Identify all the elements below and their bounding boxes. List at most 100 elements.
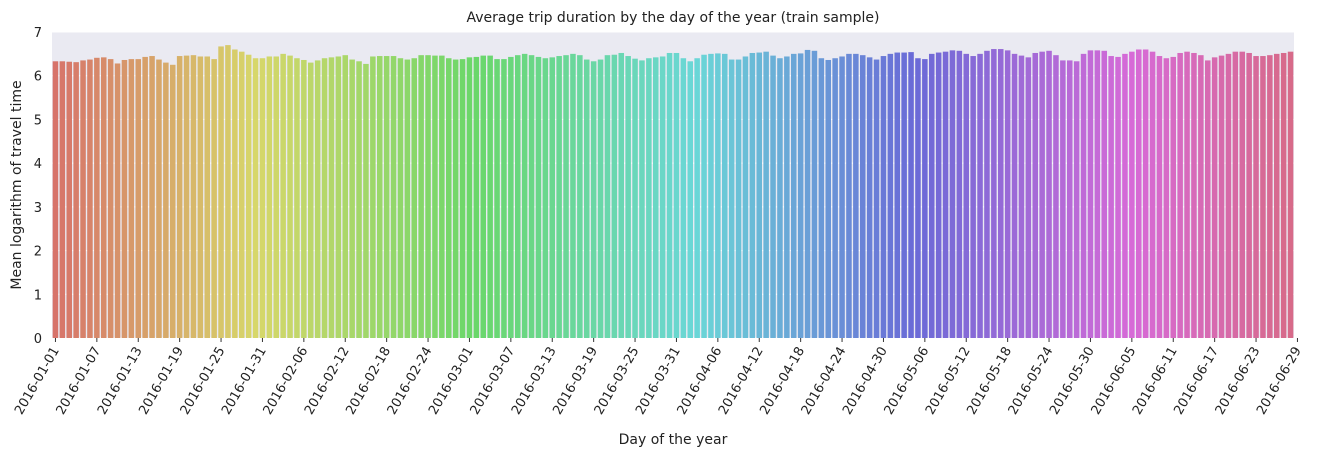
bar: [715, 53, 721, 339]
bar: [1225, 53, 1232, 339]
bar: [211, 59, 217, 338]
bar: [356, 61, 362, 338]
bar: [66, 61, 73, 338]
y-tick-label: 1: [34, 288, 42, 303]
bar: [839, 56, 845, 338]
x-axis-label: Day of the year: [619, 432, 728, 448]
bar: [163, 62, 169, 338]
bar: [604, 55, 611, 339]
bar: [673, 52, 680, 338]
bar: [425, 55, 431, 339]
bar: [784, 56, 790, 338]
bar: [1032, 52, 1039, 338]
bar: [1094, 50, 1101, 339]
bar: [742, 56, 749, 338]
bar: [197, 56, 204, 338]
bar: [404, 59, 411, 338]
bar: [804, 49, 811, 339]
bar: [922, 59, 928, 338]
bar: [763, 51, 769, 339]
bar: [466, 57, 473, 338]
bar: [1280, 52, 1287, 338]
bar: [597, 59, 604, 338]
bar: [411, 58, 418, 338]
bar: [494, 59, 500, 338]
bar: [1198, 55, 1204, 339]
bar: [266, 56, 273, 338]
bar: [121, 59, 128, 338]
bar: [1232, 51, 1239, 339]
bar: [1191, 52, 1197, 338]
bar: [480, 55, 487, 339]
x-tick-label: 2016-06-29: [1254, 345, 1305, 418]
bar: [1218, 55, 1225, 339]
bar: [777, 58, 783, 338]
bar: [259, 58, 266, 338]
bar: [335, 56, 342, 338]
bar: [59, 61, 66, 338]
bar: [687, 61, 694, 338]
y-axis-label: Mean logarithm of travel time: [9, 80, 25, 289]
bar: [735, 59, 742, 338]
bar: [1060, 60, 1066, 338]
bar: [508, 56, 514, 339]
bar: [1053, 55, 1059, 339]
bar: [887, 53, 894, 339]
bar: [866, 57, 873, 338]
bar: [301, 59, 307, 338]
bar: [287, 55, 293, 339]
bar: [370, 56, 376, 338]
bar: [1287, 51, 1294, 339]
bar: [832, 58, 838, 338]
bar: [156, 59, 162, 338]
bar: [176, 56, 183, 338]
bar: [225, 45, 231, 339]
bar: [908, 52, 914, 339]
bar: [142, 56, 148, 339]
bar: [1246, 52, 1252, 338]
bar: [1004, 50, 1011, 339]
bar: [853, 53, 859, 339]
bar: [342, 55, 349, 339]
bar: [307, 62, 314, 338]
bar: [528, 55, 535, 339]
bar: [963, 53, 970, 339]
bar: [252, 58, 259, 338]
bar: [321, 58, 328, 338]
bar: [1018, 55, 1025, 339]
bar: [383, 56, 390, 338]
bar: [1025, 57, 1032, 338]
bar: [1239, 51, 1246, 339]
bar: [859, 55, 866, 339]
bar: [80, 60, 86, 338]
bar: [1108, 56, 1114, 338]
bar: [314, 60, 321, 338]
bar: [770, 55, 776, 339]
bar: [218, 46, 224, 339]
bar: [1253, 56, 1259, 338]
bar: [535, 56, 542, 339]
bar: [956, 50, 963, 339]
bar: [701, 54, 707, 338]
bar: [1122, 53, 1128, 339]
bar: [1211, 57, 1218, 338]
bar: [811, 50, 818, 339]
bar: [439, 55, 445, 339]
bar: [666, 52, 673, 338]
bar: [73, 62, 79, 338]
bar: [1046, 50, 1052, 339]
bar: [1184, 51, 1190, 339]
bar: [570, 53, 576, 339]
bar: [721, 53, 728, 339]
bar: [1129, 51, 1135, 339]
bar: [1149, 51, 1156, 339]
bar: [390, 56, 397, 338]
bar: [1156, 56, 1163, 338]
bar: [1170, 56, 1177, 339]
bar: [114, 63, 121, 338]
bars: [52, 45, 1294, 339]
bar: [577, 55, 583, 339]
bar: [894, 52, 901, 339]
bar: [1115, 56, 1121, 339]
